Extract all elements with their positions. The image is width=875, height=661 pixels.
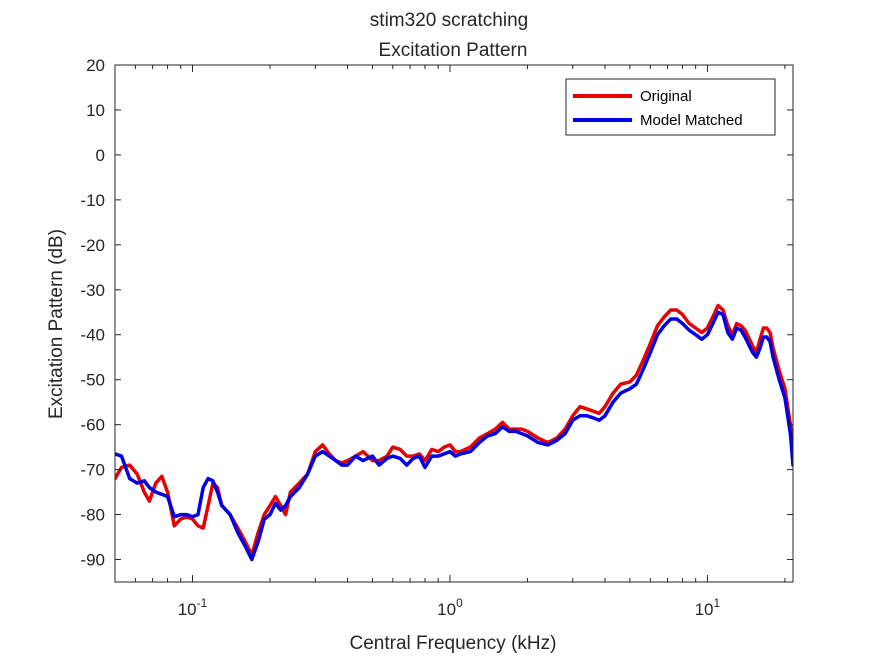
legend-box: [565, 78, 776, 136]
y-tick-label: -90: [80, 551, 105, 570]
x-tick-label: 10-1: [178, 596, 208, 619]
x-tick-label: 100: [437, 596, 463, 619]
chart-title: stim320 scratching: [370, 10, 528, 31]
y-tick-label: -40: [80, 326, 105, 345]
y-tick-label: -70: [80, 461, 105, 480]
y-axis-label: Excitation Pattern (dB): [46, 229, 67, 419]
y-tick-label: 20: [86, 56, 105, 75]
y-tick-label: -50: [80, 371, 105, 390]
legend: Original Model Matched: [565, 78, 776, 136]
chart-subtitle: Excitation Pattern: [379, 40, 528, 61]
series-line-model-matched: [115, 310, 793, 562]
y-tick-label: 0: [96, 146, 105, 165]
legend-label: Model Matched: [640, 112, 743, 129]
x-tick-label: 101: [695, 596, 721, 619]
series-layer: [115, 303, 793, 562]
y-tick-label: -10: [80, 191, 105, 210]
legend-label: Original: [640, 88, 692, 105]
axes-box: [114, 64, 794, 583]
y-tick-label: -30: [80, 281, 105, 300]
y-tick-label: -60: [80, 416, 105, 435]
y-tick-label: -80: [80, 506, 105, 525]
y-tick-label: -20: [80, 236, 105, 255]
y-tick-label: 10: [86, 101, 105, 120]
x-axis-label: Central Frequency (kHz): [350, 633, 557, 654]
